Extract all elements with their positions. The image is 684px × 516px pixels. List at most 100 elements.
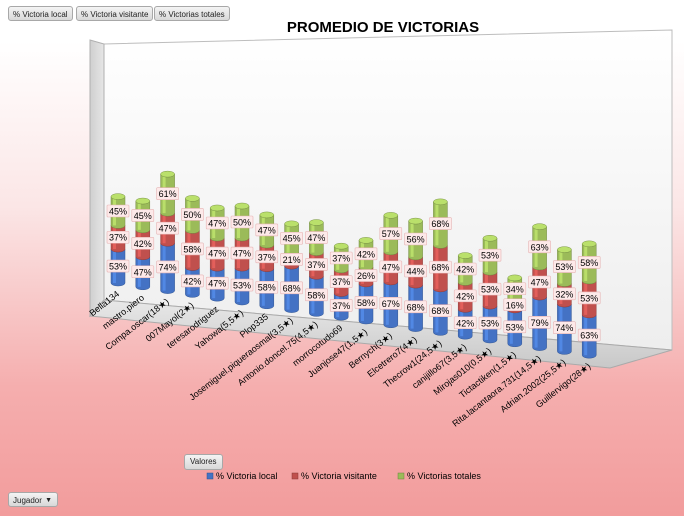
data-label: 53% [555,262,573,272]
data-label-box [503,298,527,312]
data-label-box [404,300,427,314]
bar-stack-7: 58% 37% 47% [255,211,279,310]
legend-swatch-2 [291,472,299,480]
data-label-box [478,282,502,296]
data-label-box [255,280,279,294]
data-label: 47% [208,249,226,259]
data-label: 21% [283,255,301,265]
data-label-box [429,260,452,274]
data-label: 68% [431,219,449,229]
legend-label-1: % Victoria local [216,471,277,481]
bar-stack-8: 68% 21% 45% [280,220,303,313]
data-label: 63% [531,242,549,252]
data-label: 16% [506,300,524,310]
data-label-box [305,258,328,271]
data-label-box [478,248,502,262]
bar-top-cap [358,237,374,244]
data-label: 53% [481,285,499,295]
legend-label-2: % Victoria visitante [301,471,377,481]
bar-stack-19: 74% 32% 53% [553,246,576,355]
bar-top-cap [507,274,523,282]
data-label: 74% [555,323,573,333]
data-label-box [404,264,427,278]
data-label-box [528,316,551,329]
data-label: 37% [307,260,325,270]
data-label-box [255,250,279,264]
data-label-box [379,260,403,274]
bar-stack-13: 68% 44% 56% [404,217,427,332]
bar-stack-5: 47% 47% 47% [205,204,229,302]
bar-top-cap [333,242,349,250]
data-label-box [205,276,229,290]
data-label: 58% [580,258,598,268]
data-label-box [354,296,378,309]
data-label-box [553,287,576,301]
data-label: 45% [134,211,152,221]
chart-side-wall [89,39,105,318]
bar-top-cap [259,211,275,219]
data-label-box [280,281,303,295]
data-label: 37% [109,233,127,243]
data-label-box [553,260,576,273]
data-label: 53% [506,322,524,332]
data-label: 57% [382,229,400,239]
bar-top-cap [433,198,448,206]
data-label: 56% [407,235,425,245]
chart-floor [88,299,673,369]
data-label-box [503,320,527,334]
bar-stack-15: 42% 42% 42% [453,252,477,340]
data-label: 37% [332,301,350,311]
data-label: 58% [183,244,201,254]
data-label: 50% [183,210,201,220]
data-label-box [379,297,403,310]
jugador-filter-dropdown[interactable]: Jugador ▼ [8,492,58,507]
data-label-box [379,227,403,240]
data-label: 37% [332,254,350,264]
data-label: 42% [456,291,474,301]
data-label: 79% [531,318,549,328]
filter-visitante-button[interactable]: % Victoria visitante [76,6,154,21]
bar-top-cap [110,193,126,200]
data-label-box [453,262,477,276]
data-label: 68% [431,263,449,273]
chart-title: PROMEDIO DE VICTORIAS [287,19,479,36]
filter-totales-button[interactable]: % Victorias totales [154,6,230,21]
data-label-box [280,231,303,245]
data-label: 42% [456,318,474,328]
data-label-box [131,209,155,222]
data-label-box [106,204,130,218]
data-label: 68% [431,306,449,316]
values-field-button[interactable]: Valores [184,454,223,470]
data-label-box [329,275,353,288]
data-label-box [230,246,254,260]
data-label: 47% [159,224,177,234]
data-label: 47% [208,219,226,229]
legend-swatch-3 [397,472,405,480]
data-label: 74% [159,262,177,272]
bar-stack-14: 68% 68% 68% [429,198,452,336]
data-label-box [429,217,452,230]
bar-top-cap [284,220,299,228]
bar-stack-3: 74% 47% 61% [156,170,179,294]
filter-local-button[interactable]: % Victoria local [8,6,73,21]
data-label-box [205,216,229,230]
data-label: 42% [134,239,152,249]
bar-stack-2: 47% 42% 45% [131,197,155,291]
data-label-box [354,269,378,282]
data-label-box [230,215,254,229]
data-label: 68% [407,302,425,312]
data-label-box [181,208,204,221]
bar-top-cap [309,219,324,226]
data-label-box [429,304,452,317]
data-label: 61% [159,189,177,199]
data-label-box [553,321,576,335]
data-label-box [329,299,353,312]
bar-stack-11: 58% 26% 42% [354,237,378,325]
data-label-box [181,242,204,256]
data-label: 58% [258,283,276,293]
data-label-box [156,260,179,274]
data-label-box [329,251,353,265]
data-label: 32% [555,289,573,299]
bar-stack-17: 53% 16% 34% [503,274,527,348]
